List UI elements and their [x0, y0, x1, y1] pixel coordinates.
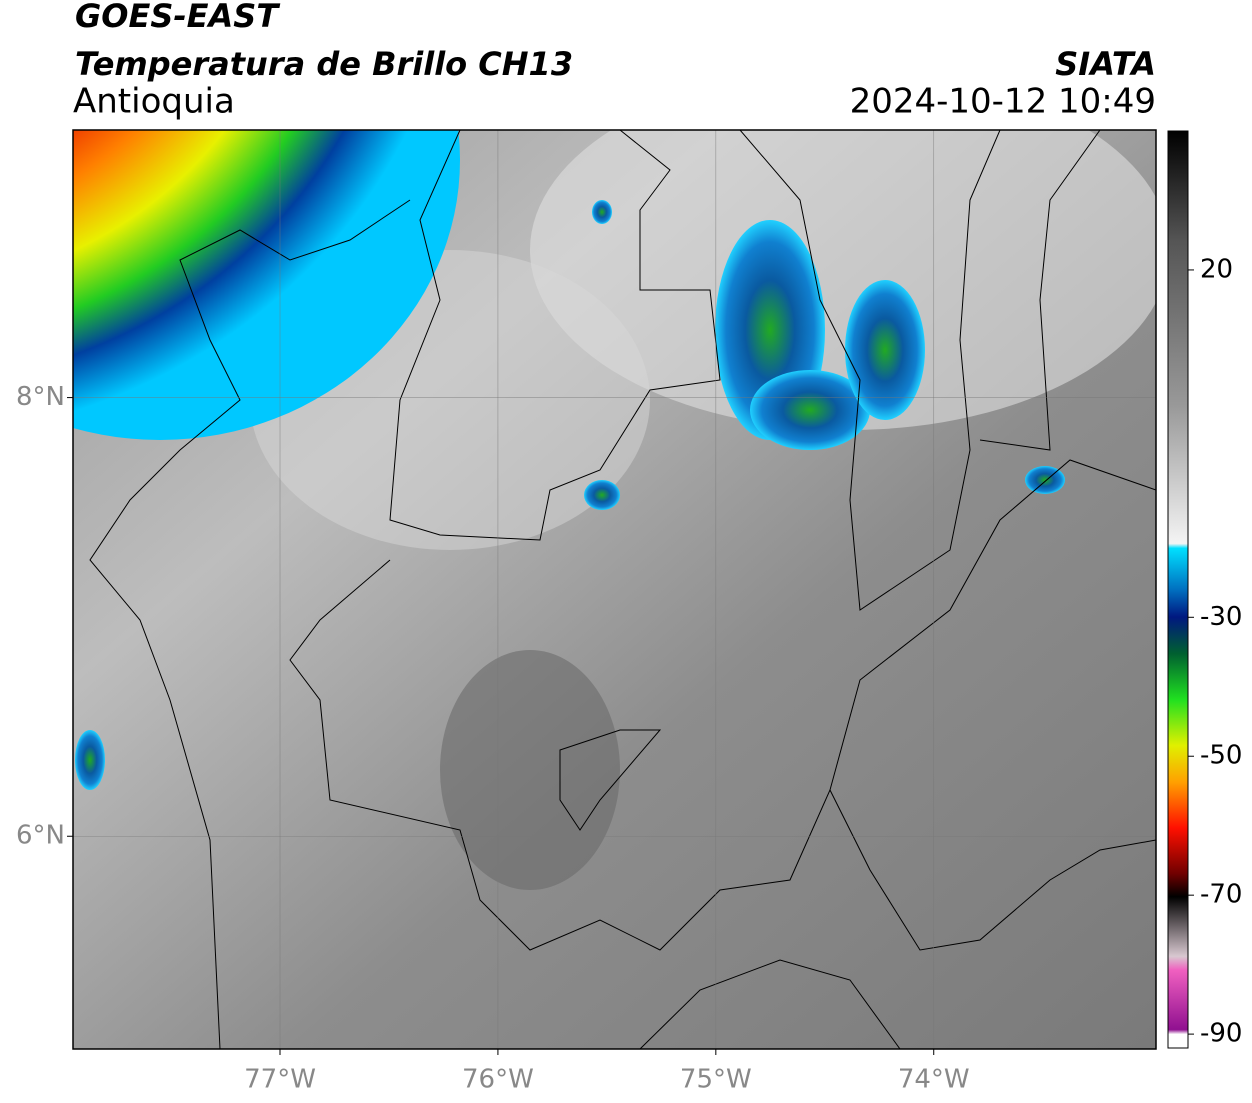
satellite-image: [73, 130, 1156, 1049]
grid: [73, 130, 1156, 1049]
y-tick-label: 6°N: [16, 821, 65, 851]
title: GOES-EAST: [75, 0, 280, 35]
colorbar-tick-label: 20: [1200, 254, 1233, 284]
colorbar-tick-label: -30: [1200, 602, 1242, 632]
x-tick-label: 76°W: [462, 1065, 534, 1095]
x-tick-label: 75°W: [680, 1065, 752, 1095]
datetime: 2024-10-12 10:49: [850, 82, 1156, 122]
map-frame: [72, 129, 1157, 1050]
x-tick-label: 74°W: [898, 1065, 970, 1095]
source: SIATA: [1055, 45, 1156, 83]
colorbar-tick-label: -50: [1200, 741, 1242, 771]
colorbar-tick-label: -70: [1200, 880, 1242, 910]
region: Antioquia: [73, 82, 235, 122]
x-tick-label: 77°W: [244, 1065, 316, 1095]
colorbar-tick-label: -90: [1200, 1019, 1242, 1049]
y-tick-label: 8°N: [16, 382, 65, 412]
colorbar: [1167, 130, 1189, 1049]
subtitle: Temperatura de Brillo CH13: [75, 45, 573, 83]
